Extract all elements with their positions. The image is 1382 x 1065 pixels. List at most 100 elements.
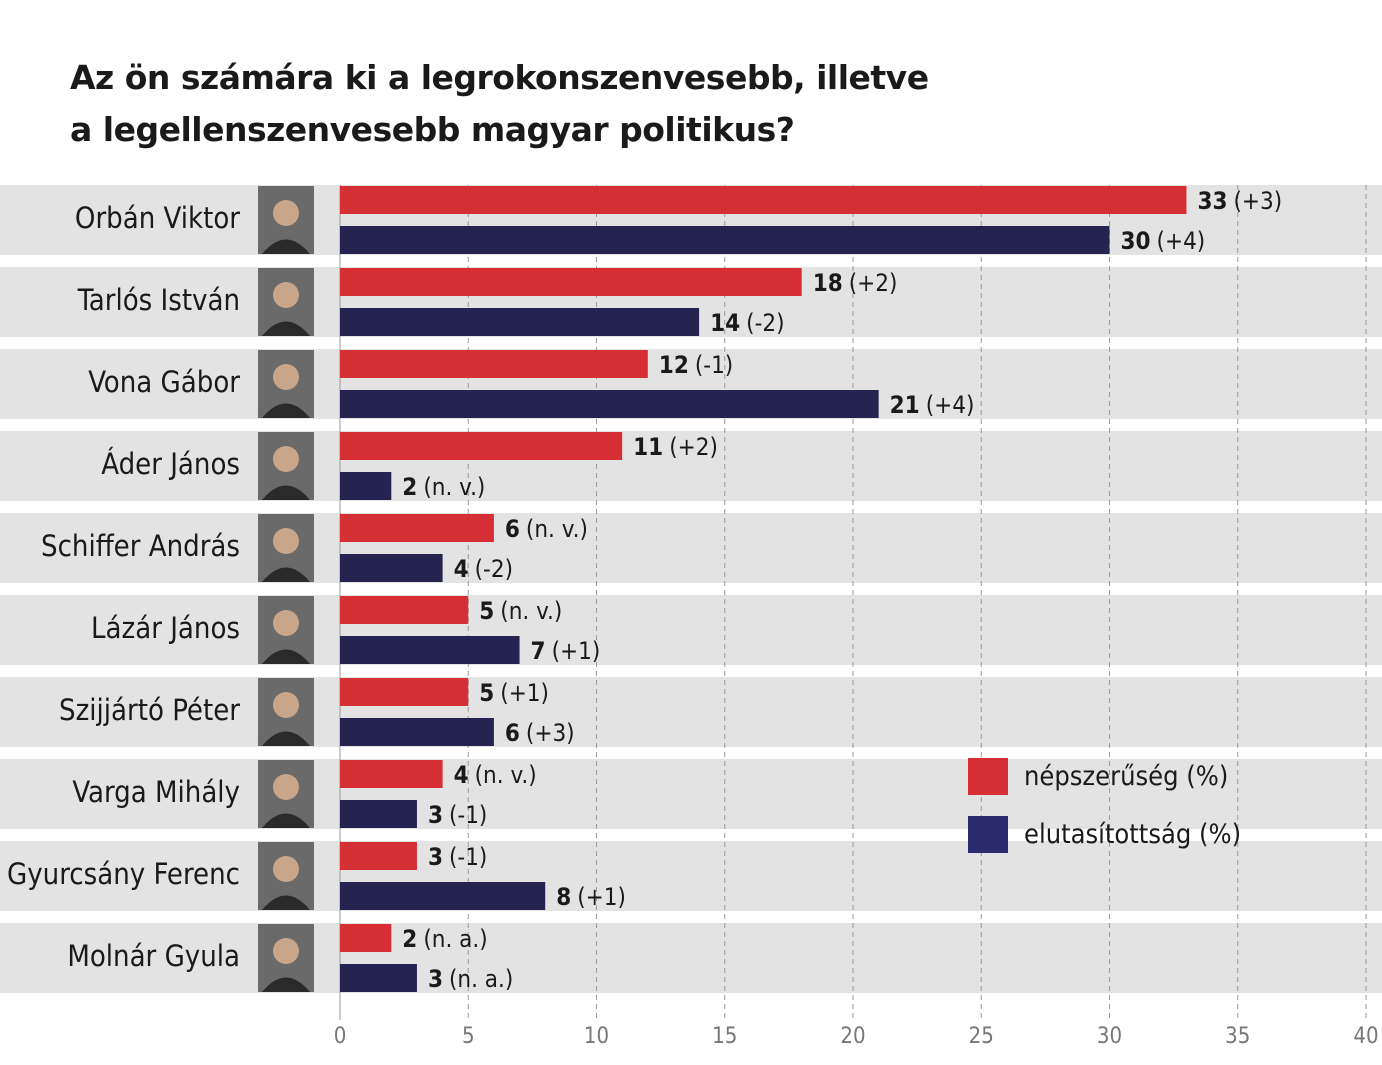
category-label-vona-gabor: Vona Gábor bbox=[88, 365, 240, 399]
data-change: (+4) bbox=[926, 391, 975, 419]
data-label-elutasitottsag-molnar-gyula: 3 (n. a.) bbox=[428, 965, 513, 993]
data-change: (+2) bbox=[849, 269, 898, 297]
data-label-nepszeruseg-vona-gabor: 12 (-1) bbox=[659, 351, 733, 379]
data-change: (+1) bbox=[552, 637, 601, 665]
portrait-suit bbox=[262, 567, 310, 582]
bar-nepszeruseg-molnar-gyula bbox=[340, 924, 392, 952]
portrait-orban-viktor bbox=[258, 186, 314, 254]
legend-swatch-elutasitottsag bbox=[968, 816, 1008, 853]
portrait-suit bbox=[262, 813, 310, 828]
data-label-elutasitottsag-tarlos-istvan: 14 (-2) bbox=[710, 309, 784, 337]
data-label-nepszeruseg-molnar-gyula: 2 (n. a.) bbox=[402, 925, 487, 953]
portrait-face bbox=[273, 610, 299, 636]
data-value: 4 bbox=[454, 555, 469, 583]
portrait-szijjarto-peter bbox=[258, 678, 314, 746]
portrait-lazar-janos bbox=[258, 596, 314, 664]
data-value: 33 bbox=[1197, 187, 1227, 215]
portrait-suit bbox=[262, 403, 310, 418]
portrait-suit bbox=[262, 321, 310, 336]
portrait-molnar-gyula bbox=[258, 924, 314, 992]
portrait-face bbox=[273, 446, 299, 472]
data-change: (+1) bbox=[500, 679, 549, 707]
bar-elutasitottsag-lazar-janos bbox=[340, 636, 520, 664]
data-change: (+2) bbox=[669, 433, 718, 461]
row-band-varga-mihaly bbox=[0, 759, 1382, 829]
chart-title-line-2: a legellenszenvesebb magyar politikus? bbox=[70, 110, 795, 149]
portrait-face bbox=[273, 774, 299, 800]
data-value: 6 bbox=[505, 719, 520, 747]
tick-label-35: 35 bbox=[1225, 1024, 1250, 1049]
portrait-face bbox=[273, 528, 299, 554]
data-value: 14 bbox=[710, 309, 740, 337]
data-value: 5 bbox=[479, 679, 494, 707]
data-value: 2 bbox=[402, 473, 417, 501]
data-label-nepszeruseg-szijjarto-peter: 5 (+1) bbox=[479, 679, 549, 707]
category-label-ader-janos: Áder János bbox=[101, 447, 240, 481]
portrait-suit bbox=[262, 649, 310, 664]
data-value: 21 bbox=[890, 391, 920, 419]
bar-elutasitottsag-szijjarto-peter bbox=[340, 718, 494, 746]
data-value: 12 bbox=[659, 351, 689, 379]
tick-label-0: 0 bbox=[334, 1024, 347, 1049]
data-change: (+4) bbox=[1157, 227, 1206, 255]
data-value: 8 bbox=[556, 883, 571, 911]
bar-elutasitottsag-ader-janos bbox=[340, 472, 392, 500]
data-change: (+1) bbox=[577, 883, 626, 911]
tick-label-40: 40 bbox=[1353, 1024, 1378, 1049]
portrait-tarlos-istvan bbox=[258, 268, 314, 336]
category-label-gyurcsany-ferenc: Gyurcsány Ferenc bbox=[7, 857, 240, 891]
chart-title-line-1: Az ön számára ki a legrokonszenvesebb, i… bbox=[70, 58, 929, 97]
data-change: (-1) bbox=[449, 843, 487, 871]
bar-elutasitottsag-tarlos-istvan bbox=[340, 308, 700, 336]
data-label-nepszeruseg-tarlos-istvan: 18 (+2) bbox=[813, 269, 898, 297]
data-change: (-1) bbox=[449, 801, 487, 829]
tick-label-15: 15 bbox=[712, 1024, 737, 1049]
portrait-face bbox=[273, 200, 299, 226]
data-label-elutasitottsag-schiffer-andras: 4 (-2) bbox=[454, 555, 513, 583]
data-value: 3 bbox=[428, 843, 443, 871]
data-change: (n. v.) bbox=[475, 761, 537, 789]
data-label-elutasitottsag-gyurcsany-ferenc: 8 (+1) bbox=[556, 883, 626, 911]
chart-title: Az ön számára ki a legrokonszenvesebb, i… bbox=[70, 52, 1270, 156]
portrait-face bbox=[273, 282, 299, 308]
row-band-schiffer-andras bbox=[0, 513, 1382, 583]
bar-nepszeruseg-lazar-janos bbox=[340, 596, 469, 624]
bar-nepszeruseg-gyurcsany-ferenc bbox=[340, 842, 417, 870]
tick-label-30: 30 bbox=[1097, 1024, 1122, 1049]
data-change: (-2) bbox=[746, 309, 784, 337]
data-change: (-2) bbox=[475, 555, 513, 583]
tick-label-25: 25 bbox=[969, 1024, 994, 1049]
row-band-lazar-janos bbox=[0, 595, 1382, 665]
data-change: (n. v.) bbox=[500, 597, 562, 625]
data-change: (n. v.) bbox=[423, 473, 485, 501]
bar-nepszeruseg-tarlos-istvan bbox=[340, 268, 802, 296]
data-value: 3 bbox=[428, 801, 443, 829]
portrait-ader-janos bbox=[258, 432, 314, 500]
category-label-schiffer-andras: Schiffer András bbox=[41, 529, 240, 563]
data-value: 3 bbox=[428, 965, 443, 993]
data-label-nepszeruseg-schiffer-andras: 6 (n. v.) bbox=[505, 515, 588, 543]
data-label-nepszeruseg-gyurcsany-ferenc: 3 (-1) bbox=[428, 843, 487, 871]
portrait-face bbox=[273, 938, 299, 964]
data-label-nepszeruseg-lazar-janos: 5 (n. v.) bbox=[479, 597, 562, 625]
portrait-gyurcsany-ferenc bbox=[258, 842, 314, 910]
data-change: (+3) bbox=[1233, 187, 1282, 215]
portrait-suit bbox=[262, 239, 310, 254]
bar-elutasitottsag-schiffer-andras bbox=[340, 554, 443, 582]
bar-elutasitottsag-gyurcsany-ferenc bbox=[340, 882, 546, 910]
portrait-schiffer-andras bbox=[258, 514, 314, 582]
portrait-vona-gabor bbox=[258, 350, 314, 418]
bar-nepszeruseg-orban-viktor bbox=[340, 186, 1187, 214]
portrait-suit bbox=[262, 977, 310, 992]
data-label-elutasitottsag-szijjarto-peter: 6 (+3) bbox=[505, 719, 575, 747]
portrait-suit bbox=[262, 731, 310, 746]
portrait-varga-mihaly bbox=[258, 760, 314, 828]
data-label-nepszeruseg-varga-mihaly: 4 (n. v.) bbox=[454, 761, 537, 789]
data-label-elutasitottsag-ader-janos: 2 (n. v.) bbox=[402, 473, 485, 501]
row-band-molnar-gyula bbox=[0, 923, 1382, 993]
row-band-szijjarto-peter bbox=[0, 677, 1382, 747]
category-label-molnar-gyula: Molnár Gyula bbox=[67, 939, 240, 973]
category-label-tarlos-istvan: Tarlós István bbox=[77, 283, 240, 317]
bar-elutasitottsag-molnar-gyula bbox=[340, 964, 417, 992]
